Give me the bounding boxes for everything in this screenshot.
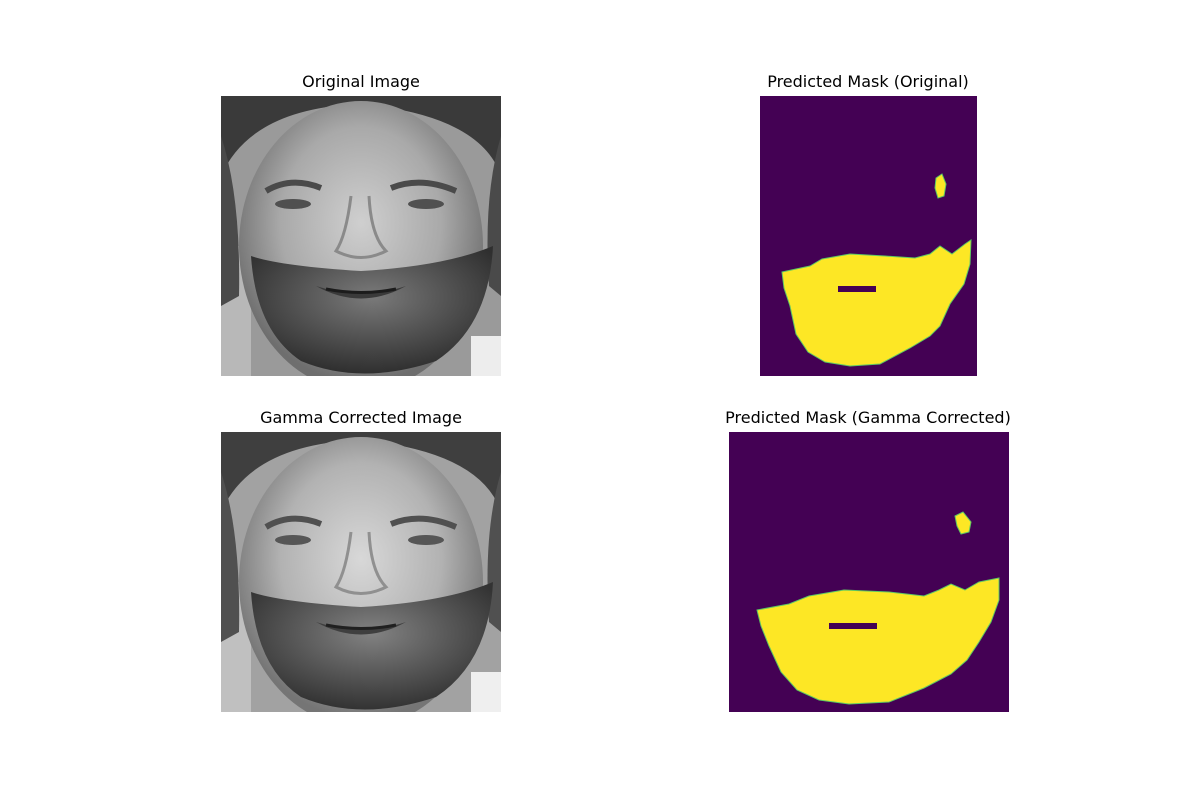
predicted-mask-gamma-corrected [729, 432, 1009, 712]
predicted-mask-original [760, 96, 977, 376]
original-face-image [221, 96, 501, 376]
gamma-corrected-face-image [221, 432, 501, 712]
title-gamma-corrected-image: Gamma Corrected Image [260, 408, 462, 427]
title-predicted-mask-gamma-corrected: Predicted Mask (Gamma Corrected) [725, 408, 1011, 427]
title-original-image: Original Image [302, 72, 420, 91]
title-predicted-mask-original: Predicted Mask (Original) [767, 72, 969, 91]
